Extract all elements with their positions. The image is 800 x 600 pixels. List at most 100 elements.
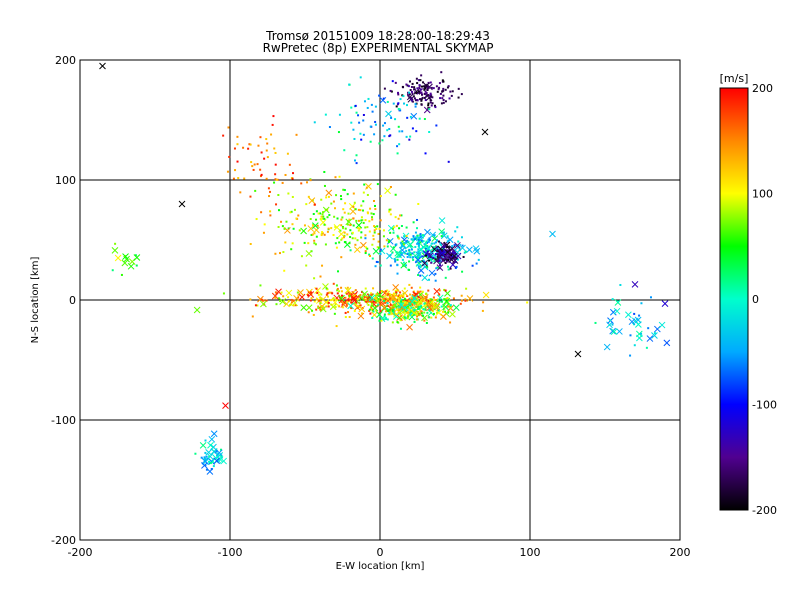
data-point-dot [397,237,400,240]
data-point-dot [371,218,374,221]
data-point-dot [374,204,377,207]
gridlines [80,60,680,540]
data-point-dot [323,184,326,187]
data-point-dot [368,230,371,233]
data-point-dot [373,225,376,228]
data-point-dot [368,220,371,223]
data-point-dot [274,151,277,154]
data-point-dot [388,297,391,300]
data-point-x [424,228,431,236]
data-point-dot [420,93,423,96]
data-point-dot [408,91,411,94]
data-point-dot [411,82,414,85]
data-point-dot [428,130,431,133]
data-point-dot [388,311,391,314]
data-point-x [376,291,384,299]
data-point-dot [354,243,357,246]
data-point-dot [360,219,363,222]
data-point-x [613,307,621,315]
data-point-dot [432,312,435,315]
data-point-dot [446,240,449,243]
data-point-x [609,308,617,316]
data-point-x [440,232,448,240]
data-point-dot [383,307,386,310]
data-point-dot [440,71,443,74]
data-point-x [205,449,213,456]
data-point-dot [359,76,362,79]
data-point-dot [354,237,357,240]
data-point-dot [407,315,410,318]
data-point-dot [359,132,362,135]
data-point-dot [408,268,411,271]
data-point-dot [382,299,385,302]
data-point-dot [647,327,650,330]
data-point-dot [438,82,441,85]
data-point-dot [374,120,377,123]
data-point-dot [457,244,460,247]
data-point-dot [274,296,277,299]
data-point-x [340,301,348,308]
data-point-dot [425,321,428,324]
data-point-dot [444,262,447,265]
data-point-dot [317,305,320,308]
data-point-dot [319,218,322,221]
data-point-dot [456,226,459,229]
data-point-x [357,312,365,320]
data-point-x [449,310,456,318]
data-point-x [440,241,448,249]
data-point-dot [315,218,318,221]
data-point-dot [273,181,276,184]
data-point-dot [320,198,323,201]
data-point-dot [459,302,462,305]
data-point-dot [269,190,272,193]
data-point-dot [388,239,391,242]
data-point-dot [347,299,350,302]
data-point-dot [373,229,376,232]
data-point-dot [429,93,432,96]
data-point-dot [436,239,439,242]
data-point-dot [426,89,429,92]
data-point-x [307,291,315,298]
data-point-dot [348,316,351,319]
data-point-dot [396,145,399,148]
data-point-dot [449,304,452,307]
data-point-dot [377,298,380,301]
data-point-dot [349,224,352,227]
data-point-dot [354,297,357,300]
data-point-dot [433,242,436,245]
data-point-dot [239,191,242,194]
data-point-dot [396,234,399,237]
data-point-dot [335,194,338,197]
colorbar-unit-label: [m/s] [720,72,749,85]
data-point-dot [285,220,288,223]
data-point-dot [428,300,431,303]
data-point-dot [341,226,344,229]
data-point-dot [410,238,413,241]
data-point-dot [449,321,452,324]
data-point-dot [354,303,357,306]
data-point-dot [346,286,349,289]
data-point-dot [375,227,378,230]
data-point-dot [341,216,344,219]
data-point-dot [418,86,421,89]
data-point-dot [334,305,337,308]
data-point-dot [434,256,437,259]
data-point-dot [369,207,372,210]
data-point-x [193,306,201,314]
data-point-dot [277,209,280,212]
data-point-dot [279,299,282,302]
data-point-dot [400,302,403,305]
data-point-dot [325,287,328,290]
data-point-dot [346,302,349,305]
data-point-dot [388,127,391,130]
data-point-dot [334,176,337,179]
data-point-dot [356,304,359,307]
data-point-x [443,297,450,305]
data-point-dot [420,295,423,298]
data-point-dot [354,104,357,107]
data-point-dot [288,304,291,307]
data-point-dot [432,296,435,299]
data-point-dot [430,252,433,255]
data-point-dot [214,451,217,454]
data-point-x [338,296,346,304]
